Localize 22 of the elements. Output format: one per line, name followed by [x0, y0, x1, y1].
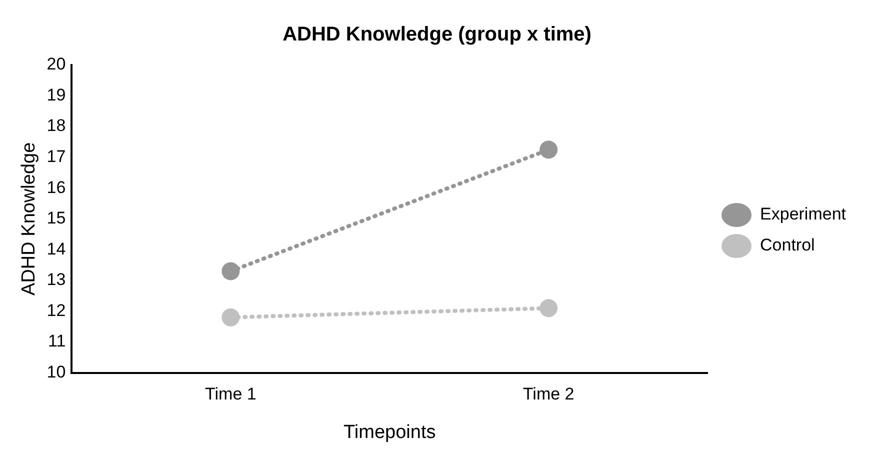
y-tick-label: 13: [46, 270, 66, 290]
x-tick-label: Time 2: [522, 384, 574, 404]
y-tick-label: 20: [46, 54, 66, 74]
y-tick-label: 17: [46, 147, 66, 166]
legend-label: Experiment: [760, 204, 846, 224]
point: [540, 140, 558, 159]
point: [222, 262, 240, 280]
y-tick-label: 14: [46, 239, 66, 258]
chart-title: ADHD Knowledge (group x time): [282, 24, 592, 46]
point: [540, 299, 558, 318]
point: [222, 308, 240, 326]
y-axis-title: ADHD Knowledge: [18, 142, 40, 296]
y-tick-label: 16: [46, 178, 66, 197]
x-axis-title: Timepoints: [344, 422, 436, 443]
y-tick-label: 10: [46, 362, 66, 382]
y-tick-label: 11: [48, 332, 66, 351]
y-tick-label: 18: [46, 116, 66, 136]
y-tick-label: 19: [46, 85, 66, 104]
legend-label: Control: [760, 236, 815, 255]
y-tick-label: 12: [46, 300, 66, 320]
y-tick-label: 15: [46, 208, 66, 228]
x-tick-label: Time 1: [205, 384, 256, 404]
